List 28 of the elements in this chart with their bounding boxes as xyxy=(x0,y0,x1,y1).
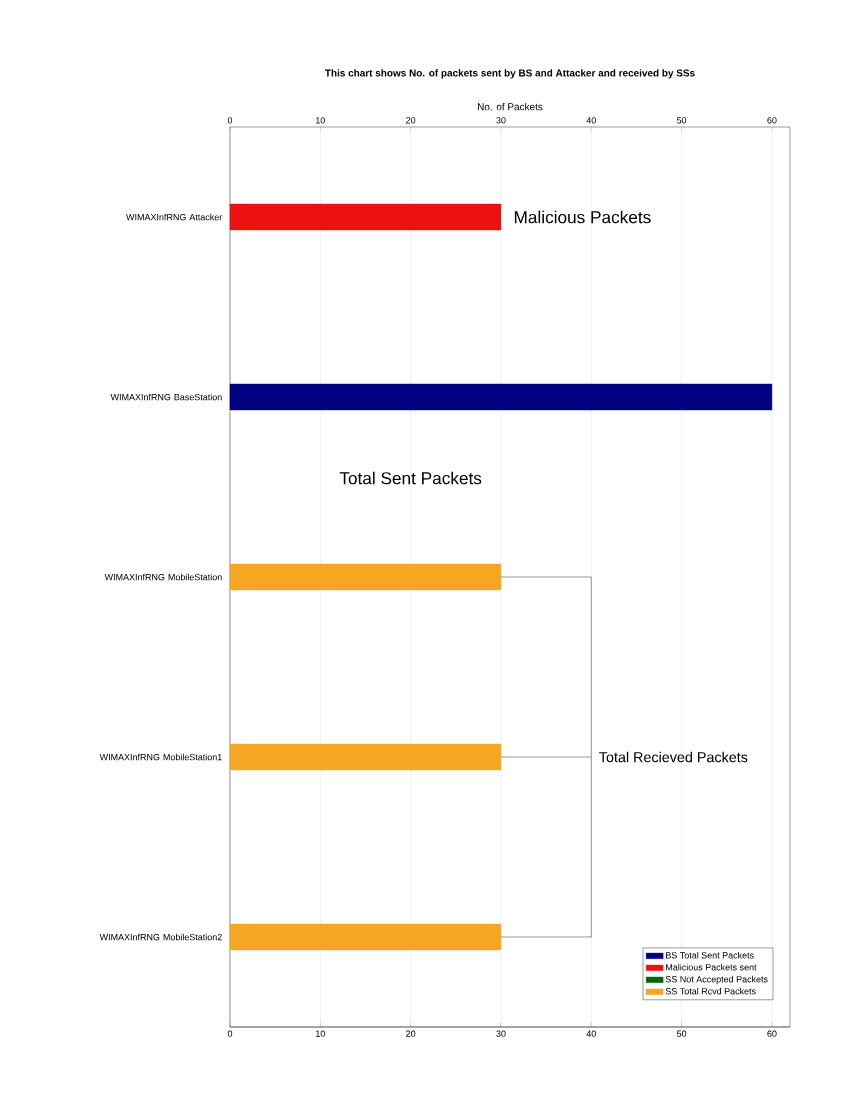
x-tick-label: 30 xyxy=(496,117,506,124)
x-tick-label: 50 xyxy=(676,117,687,124)
x2-tick-label: 60 xyxy=(767,1030,777,1037)
x2-tick-label: 10 xyxy=(316,1030,325,1037)
x-tick-label: 40 xyxy=(586,117,596,124)
y-tick-label: WIMAXInfRNG MobileStation2 xyxy=(99,933,222,941)
x-axis-title: No. of Packets xyxy=(477,102,543,111)
annotation: Total Recieved Packets xyxy=(599,751,748,763)
x2-tick-label: 30 xyxy=(496,1030,506,1037)
annotation: Total Sent Packets xyxy=(339,471,482,485)
annotation: Malicious Packets xyxy=(514,210,651,224)
y-tick-label: WIMAXInfRNG BaseStation xyxy=(110,393,222,401)
legend-label: Malicious Packets sent xyxy=(666,963,757,971)
x-tick-label: 0 xyxy=(227,117,233,124)
y-tick-label: WIMAXInfRNG MobileStation xyxy=(104,573,222,581)
x2-tick-label: 50 xyxy=(676,1030,687,1037)
legend-label: BS Total Sent Packets xyxy=(666,951,754,959)
y-tick-label: WIMAXInfRNG Attacker xyxy=(126,213,223,221)
x-tick-label: 10 xyxy=(316,117,325,124)
y-tick-label: WIMAXInfRNG MobileStation1 xyxy=(99,753,222,761)
x-tick-label: 60 xyxy=(767,117,777,124)
legend-label: SS Not Accepted Packets xyxy=(665,975,768,985)
legend-label: SS Total Rcvd Packets xyxy=(665,987,756,995)
chart-title: This chart shows No. of packets sent by BS and Attacker and received by SSs xyxy=(325,69,695,79)
x-tick-label: 20 xyxy=(406,117,416,124)
x2-tick-label: 0 xyxy=(227,1030,233,1037)
x2-tick-label: 40 xyxy=(586,1030,596,1037)
x2-tick-label: 20 xyxy=(406,1030,416,1037)
